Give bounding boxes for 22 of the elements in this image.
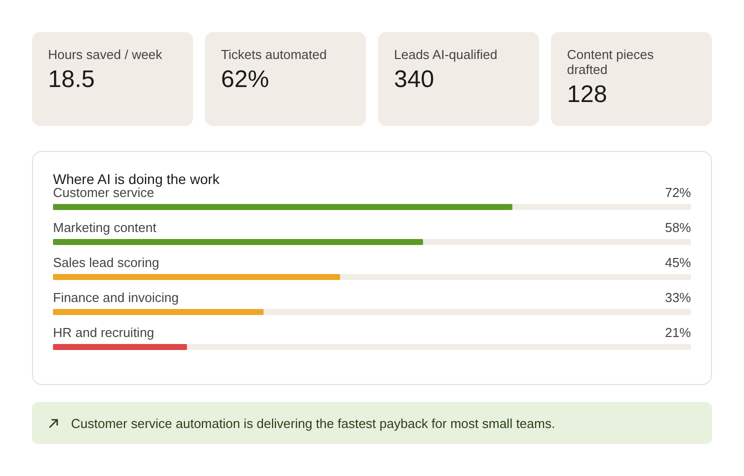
data-label: 18.5 bbox=[48, 66, 96, 94]
category-label: HR and recruiting bbox=[53, 325, 154, 340]
bar bbox=[53, 344, 187, 350]
data-label: 58% bbox=[664, 220, 692, 235]
category-label: Hours saved / week bbox=[48, 47, 164, 62]
bar bbox=[53, 309, 264, 315]
category-label: Customer service bbox=[53, 185, 154, 200]
chart-title: Where AI is doing the work bbox=[53, 171, 220, 187]
data-label: 45% bbox=[664, 255, 692, 270]
category-label: Tickets automated bbox=[221, 47, 328, 62]
data-label: 340 bbox=[394, 66, 436, 94]
category-label: Leads AI-qualified bbox=[394, 47, 498, 62]
text: Customer service automation is delivering the fastest payback for most small teams. bbox=[71, 416, 556, 430]
category-label: Content pieces drafted bbox=[567, 47, 655, 77]
data-label: 72% bbox=[664, 185, 692, 200]
category-label: Marketing content bbox=[53, 220, 156, 235]
category-label: Finance and invoicing bbox=[53, 290, 179, 305]
data-label: 21% bbox=[664, 325, 692, 340]
category-label: Sales lead scoring bbox=[53, 255, 160, 270]
data-label: 128 bbox=[567, 81, 608, 109]
data-label: 62% bbox=[221, 66, 270, 94]
data-label: 33% bbox=[664, 290, 692, 305]
